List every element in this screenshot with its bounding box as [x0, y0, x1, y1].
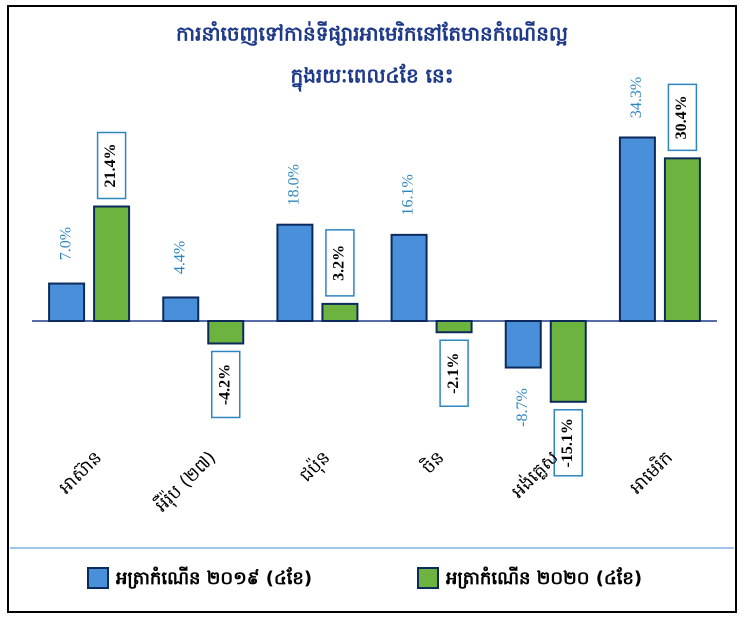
value-label: 34.3% — [628, 77, 645, 118]
legend-label: អត្រាកំណើន ២០២០ (៤ខែ) — [446, 566, 642, 589]
value-label: -4.2% — [216, 364, 233, 405]
legend-swatch — [87, 567, 109, 589]
value-label: 4.4% — [171, 241, 188, 274]
bar — [663, 157, 701, 322]
value-label-box — [211, 350, 241, 419]
value-label-box — [96, 131, 127, 200]
legend-label: អត្រាកំណើន ២០១៩ (៤ខែ) — [116, 566, 312, 589]
bar — [93, 205, 131, 322]
value-label: 18.0% — [286, 164, 303, 205]
bar — [390, 233, 428, 323]
value-label-box — [667, 83, 698, 152]
value-label: 16.1% — [400, 174, 417, 215]
value-label: -15.1% — [559, 418, 576, 467]
legend-swatch — [417, 567, 439, 589]
value-label: -8.7% — [514, 388, 531, 427]
value-label: -2.1% — [445, 353, 462, 394]
bar — [321, 302, 359, 323]
bar — [48, 282, 86, 322]
bar — [207, 320, 245, 345]
value-label: 21.4% — [102, 144, 119, 188]
bar — [549, 320, 587, 403]
value-label-box — [439, 339, 469, 407]
bar — [504, 320, 542, 369]
value-label-box — [553, 409, 583, 477]
value-label: 7.0% — [57, 227, 74, 260]
chart-title: ការនាំចេញទៅកាន់ទីផ្សារអាមេរិកនៅតែមានកំណើ… — [176, 21, 568, 47]
value-label-box — [325, 229, 355, 297]
bar — [162, 296, 200, 322]
bar — [276, 223, 314, 322]
bar — [435, 320, 473, 334]
bar — [618, 136, 656, 322]
value-label: 30.4% — [673, 95, 690, 139]
value-label: 3.2% — [331, 245, 348, 281]
